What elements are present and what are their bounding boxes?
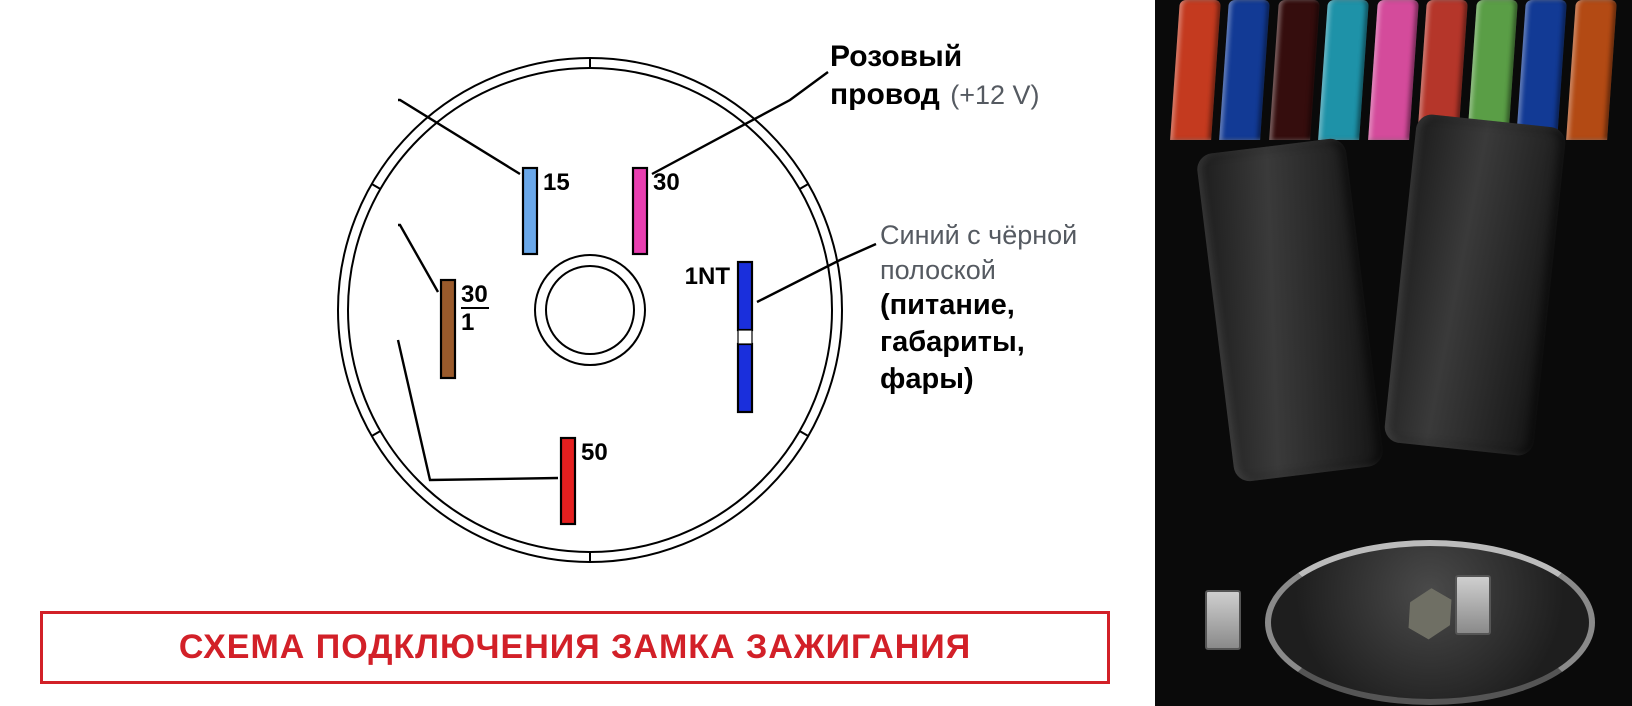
- photo-wire: [1220, 0, 1271, 140]
- title-text: СХЕМА ПОДКЛЮЧЕНИЯ ЗАМКА ЗАЖИГАНИЯ: [179, 628, 971, 666]
- svg-text:15: 15: [543, 169, 570, 196]
- label-t1NT: Синий с чёрнойполоской (питание,габариты…: [880, 218, 1077, 398]
- photo-area: [1155, 0, 1632, 706]
- photo-wire: [1566, 0, 1617, 140]
- label-t1NT-bold: (питание,габариты,фары): [880, 287, 1077, 398]
- svg-text:1: 1: [461, 309, 474, 336]
- photo-connector: [1383, 113, 1567, 457]
- label-t30-gray: (+12 V): [950, 80, 1039, 110]
- photo-wire: [1318, 0, 1369, 140]
- title-box: СХЕМА ПОДКЛЮЧЕНИЯ ЗАМКА ЗАЖИГАНИЯ: [40, 611, 1110, 684]
- diagram-area: 15303011NT50 Голубой (зажигание, печка,о…: [0, 0, 1155, 706]
- photo-wires: [1155, 0, 1632, 140]
- photo-barrel: [1265, 540, 1595, 705]
- photo-wire: [1269, 0, 1320, 140]
- photo-wire: [1368, 0, 1419, 140]
- label-t30-bold: Розовыйпровод: [830, 40, 962, 111]
- photo-connector: [1195, 137, 1384, 483]
- photo-wire: [1170, 0, 1221, 140]
- label-t1NT-gray: Синий с чёрнойполоской: [880, 218, 1077, 287]
- svg-text:30: 30: [461, 281, 488, 308]
- svg-text:50: 50: [581, 439, 608, 466]
- photo-terminal-tab: [1205, 590, 1241, 650]
- label-t30: Розовыйпровод (+12 V): [830, 38, 1040, 115]
- photo-wire: [1516, 0, 1567, 140]
- photo-terminal-tab: [1455, 575, 1491, 635]
- svg-text:30: 30: [653, 169, 680, 196]
- svg-text:1NT: 1NT: [685, 263, 731, 290]
